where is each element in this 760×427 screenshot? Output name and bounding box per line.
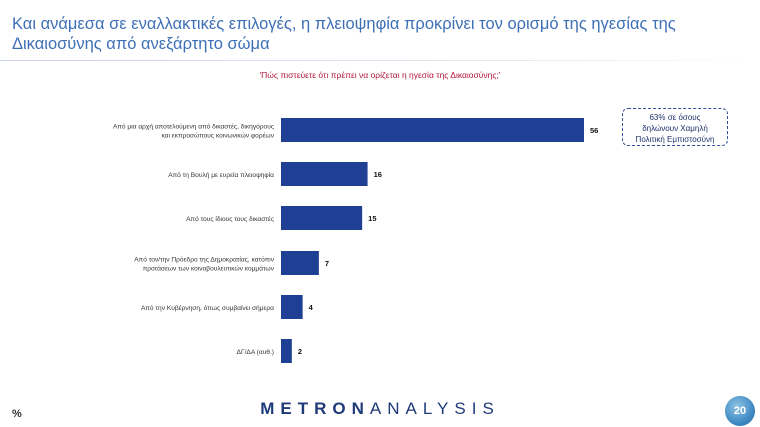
- bar-value-label: 2: [298, 347, 302, 356]
- bar-value-label: 56: [590, 126, 598, 135]
- bar: [281, 162, 368, 186]
- slide-title: Και ανάμεσα σε εναλλακτικές επιλογές, η …: [12, 15, 676, 53]
- logo-word-metron: METRON: [260, 399, 370, 418]
- bar: [281, 206, 363, 230]
- bar: [281, 251, 319, 275]
- bar-value-label: 15: [368, 214, 376, 223]
- bar: [281, 339, 292, 363]
- unit-label: %: [12, 408, 22, 420]
- bar-value-label: 16: [374, 170, 382, 179]
- bar: [281, 295, 303, 319]
- bar-value-label: 7: [325, 259, 329, 268]
- bar-value-label: 4: [309, 303, 314, 312]
- category-label: Από μια αρχή αποτελούμενη από δικαστές, …: [113, 123, 274, 131]
- category-label: ΔΓ/ΔΑ (αυθ.): [237, 349, 274, 356]
- title-divider: [0, 60, 760, 61]
- bar: [281, 118, 584, 142]
- category-label: Από την Κυβέρνηση, όπως συμβαίνει σήμερα: [141, 304, 274, 312]
- callout-line-2: δηλώνουν Χαμηλή: [642, 124, 708, 133]
- survey-question: 'Πώς πιστεύετε ότι πρέπει να ορίζεται η …: [259, 70, 501, 80]
- category-label: Από τον/την Πρόεδρο της Δημοκρατίας, κατ…: [134, 256, 274, 264]
- category-label: προτάσεων των κοινοβουλευτικών κομμάτων: [143, 265, 275, 273]
- callout-box: 63% σε όσους δηλώνουν Χαμηλή Πολιτική Εμ…: [622, 108, 728, 146]
- callout-line-3: Πολιτική Εμπιστοσύνη: [635, 135, 715, 144]
- category-label: Από τη Βουλή με ευρεία πλειοψηφία: [168, 171, 274, 179]
- category-label: Από τους ίδιους τους δικαστές: [186, 215, 274, 223]
- page-number-badge: 20: [725, 396, 755, 426]
- category-label: και εκπροσώπους κοινωνικών φορέων: [161, 132, 274, 140]
- callout-line-1: 63% σε όσους: [649, 113, 701, 122]
- logo-word-analysis: ANALYSIS: [369, 399, 500, 418]
- metron-analysis-logo: METRONANALYSIS: [0, 399, 760, 419]
